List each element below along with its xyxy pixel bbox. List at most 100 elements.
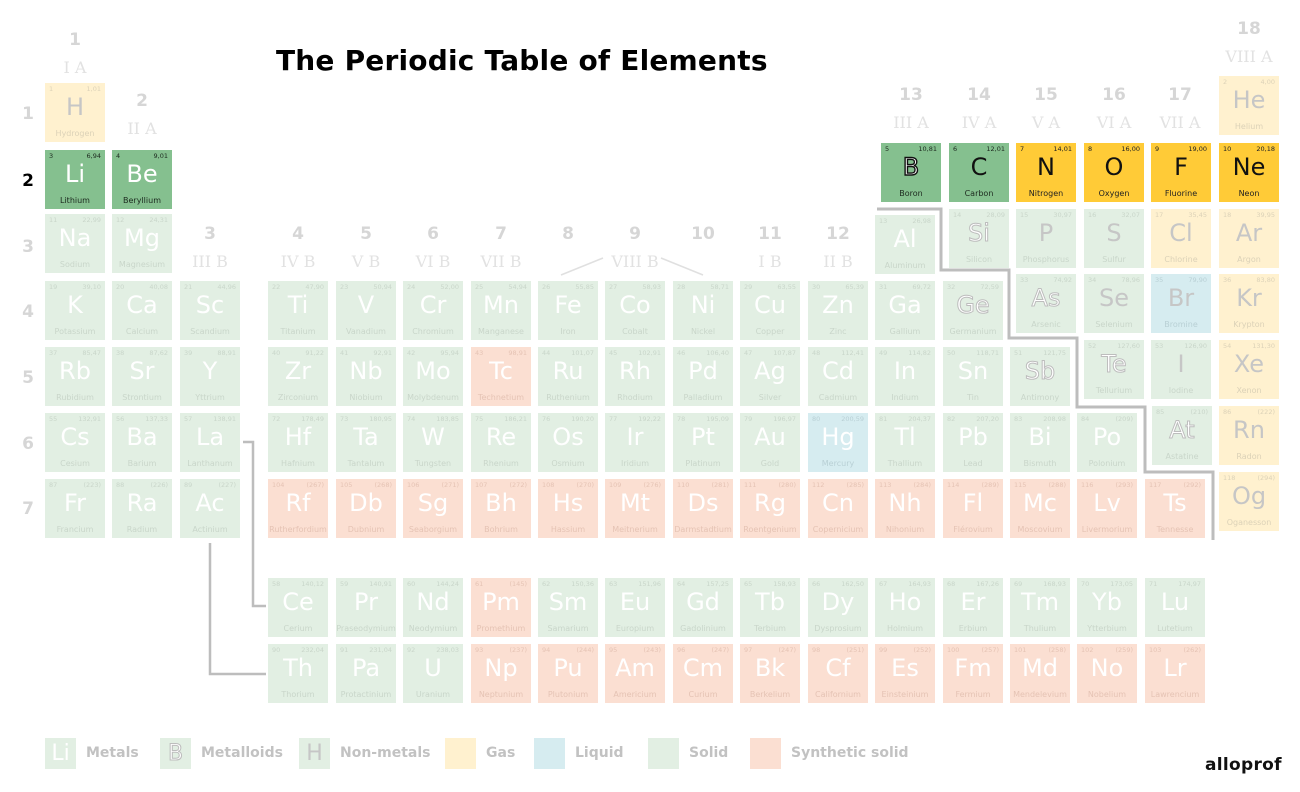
element-lithium[interactable]: 3 6,94 Li Lithium [45,150,105,209]
element-iridium[interactable]: 77 192,22 Ir Iridium [605,413,665,472]
element-magnesium[interactable]: 12 24,31 Mg Magnesium [112,214,172,273]
element-beryllium[interactable]: 4 9,01 Be Beryllium [112,150,172,209]
element-niobium[interactable]: 41 92,91 Nb Niobium [336,347,396,406]
element-phosphorus[interactable]: 15 30,97 P Phosphorus [1016,209,1076,268]
element-chlorine[interactable]: 17 35,45 Cl Chlorine [1151,209,1211,268]
element-osmium[interactable]: 76 190,20 Os Osmium [538,413,598,472]
element-platinum[interactable]: 78 195,09 Pt Platinum [673,413,733,472]
element-roentgenium[interactable]: 111 (280) Rg Roentgenium [740,479,800,538]
element-samarium[interactable]: 62 150,36 Sm Samarium [538,578,598,637]
element-technetium[interactable]: 43 98,91 Tc Technetium [471,347,531,406]
element-oxygen[interactable]: 8 16,00 O Oxygen [1084,143,1144,202]
element-thallium[interactable]: 81 204,37 Tl Thallium [875,413,935,472]
element-nitrogen[interactable]: 7 14,01 N Nitrogen [1016,143,1076,202]
element-erbium[interactable]: 68 167,26 Er Erbium [943,578,1003,637]
element-fermium[interactable]: 100 (257) Fm Fermium [943,644,1003,703]
element-gadolinium[interactable]: 64 157,25 Gd Gadolinium [673,578,733,637]
element-thulium[interactable]: 69 168,93 Tm Thulium [1010,578,1070,637]
element-antimony[interactable]: 51 121,75 Sb Antimony [1010,347,1070,406]
element-potassium[interactable]: 19 39,10 K Potassium [45,281,105,340]
element-darmstadtium[interactable]: 110 (281) Ds Darmstadtium [673,479,733,538]
element-ruthenium[interactable]: 44 101,07 Ru Ruthenium [538,347,598,406]
element-gold[interactable]: 79 196,97 Au Gold [740,413,800,472]
element-gallium[interactable]: 31 69,72 Ga Gallium [875,281,935,340]
element-neodymium[interactable]: 60 144,24 Nd Neodymium [403,578,463,637]
element-tennesse[interactable]: 117 (292) Ts Tennesse [1145,479,1205,538]
element-californium[interactable]: 98 (251) Cf Californium [808,644,868,703]
element-lawrencium[interactable]: 103 (262) Lr Lawrencium [1145,644,1205,703]
element-curium[interactable]: 96 (247) Cm Curium [673,644,733,703]
element-boron[interactable]: 5 10,81 B Boron [881,143,941,202]
element-seaborgium[interactable]: 106 (271) Sg Seaborgium [403,479,463,538]
element-rhenium[interactable]: 75 186,21 Re Rhenium [471,413,531,472]
element-oganesson[interactable]: 118 (294) Og Oganesson [1219,472,1279,531]
element-einsteinium[interactable]: 99 (252) Es Einsteinium [875,644,935,703]
element-europium[interactable]: 63 151,96 Eu Europium [605,578,665,637]
element-copernicium[interactable]: 112 (285) Cn Copernicium [808,479,868,538]
element-arsenic[interactable]: 33 74,92 As Arsenic [1016,274,1076,333]
element-polonium[interactable]: 84 (209) Po Polonium [1077,413,1137,472]
element-molybdenum[interactable]: 42 95,94 Mo Molybdenum [403,347,463,406]
element-hafnium[interactable]: 72 178,49 Hf Hafnium [268,413,328,472]
element-indium[interactable]: 49 114,82 In Indium [875,347,935,406]
element-yttrium[interactable]: 39 88,91 Y Yttrium [180,347,240,406]
element-sulfur[interactable]: 16 32,07 S Sulfur [1084,209,1144,268]
element-fluorine[interactable]: 9 19,00 F Fluorine [1151,143,1211,202]
element-aluminum[interactable]: 13 26,98 Al Aluminum [875,215,935,274]
element-nickel[interactable]: 28 58,71 Ni Nickel [673,281,733,340]
element-lanthanum[interactable]: 57 138,91 La Lanthanum [180,413,240,472]
element-promethium[interactable]: 61 (145) Pm Promethium [471,578,531,637]
element-cadmium[interactable]: 48 112,41 Cd Cadmium [808,347,868,406]
element-vanadium[interactable]: 23 50,94 V Vanadium [336,281,396,340]
element-palladium[interactable]: 46 106,40 Pd Palladium [673,347,733,406]
element-dysprosium[interactable]: 66 162,50 Dy Dysprosium [808,578,868,637]
element-hydrogen[interactable]: 1 1,01 H Hydrogen [45,83,105,142]
element-radon[interactable]: 86 (222) Rn Radon [1219,406,1279,465]
element-neptunium[interactable]: 93 (237) Np Neptunium [471,644,531,703]
element-rhodium[interactable]: 45 102,91 Rh Rhodium [605,347,665,406]
element-cobalt[interactable]: 27 58,93 Co Cobalt [605,281,665,340]
element-carbon[interactable]: 6 12,01 C Carbon [949,143,1009,202]
element-praseodymium[interactable]: 59 140,91 Pr Praseodymium [336,578,396,637]
element-francium[interactable]: 87 (223) Fr Francium [45,479,105,538]
element-bromine[interactable]: 35 79,90 Br Bromine [1151,274,1211,333]
element-zirconium[interactable]: 40 91,22 Zr Zirconium [268,347,328,406]
element-neon[interactable]: 10 20,18 Ne Neon [1219,143,1279,202]
element-silicon[interactable]: 14 28,09 Si Silicon [949,209,1009,268]
element-moscovium[interactable]: 115 (288) Mc Moscovium [1010,479,1070,538]
element-krypton[interactable]: 36 83,80 Kr Krypton [1219,274,1279,333]
element-nobelium[interactable]: 102 (259) No Nobelium [1077,644,1137,703]
element-livermorium[interactable]: 116 (293) Lv Livermorium [1077,479,1137,538]
element-bismuth[interactable]: 83 208,98 Bi Bismuth [1010,413,1070,472]
element-lutetium[interactable]: 71 174,97 Lu Lutetium [1145,578,1205,637]
element-copper[interactable]: 29 63,55 Cu Copper [740,281,800,340]
element-actinium[interactable]: 89 (227) Ac Actinium [180,479,240,538]
element-manganese[interactable]: 25 54,94 Mn Manganese [471,281,531,340]
element-nihonium[interactable]: 113 (284) Nh Nihonium [875,479,935,538]
element-ytterbium[interactable]: 70 173,05 Yb Ytterbium [1077,578,1137,637]
element-radium[interactable]: 88 (226) Ra Radium [112,479,172,538]
element-cerium[interactable]: 58 140,12 Ce Cerium [268,578,328,637]
element-hassium[interactable]: 108 (270) Hs Hassium [538,479,598,538]
element-lead[interactable]: 82 207,20 Pb Lead [943,413,1003,472]
element-cesium[interactable]: 55 132,91 Cs Cesium [45,413,105,472]
element-xenon[interactable]: 54 131,30 Xe Xenon [1219,340,1279,399]
element-tellurium[interactable]: 52 127,60 Te Tellurium [1084,340,1144,399]
element-plutonium[interactable]: 94 (244) Pu Plutonium [538,644,598,703]
element-dubnium[interactable]: 105 (268) Db Dubnium [336,479,396,538]
element-germanium[interactable]: 32 72,59 Ge Germanium [943,281,1003,340]
element-zinc[interactable]: 30 65,39 Zn Zinc [808,281,868,340]
element-americium[interactable]: 95 (243) Am Americium [605,644,665,703]
element-sodium[interactable]: 11 22,99 Na Sodium [45,214,105,273]
element-titanium[interactable]: 22 47,90 Ti Titanium [268,281,328,340]
element-terbium[interactable]: 65 158,93 Tb Terbium [740,578,800,637]
element-flérovium[interactable]: 114 (289) Fl Flérovium [943,479,1003,538]
element-tin[interactable]: 50 118,71 Sn Tin [943,347,1003,406]
element-helium[interactable]: 2 4,00 He Helium [1219,76,1279,135]
element-iron[interactable]: 26 55,85 Fe Iron [538,281,598,340]
element-iodine[interactable]: 53 126,90 I Iodine [1151,340,1211,399]
element-bohrium[interactable]: 107 (272) Bh Bohrium [471,479,531,538]
element-uranium[interactable]: 92 238,03 U Uranium [403,644,463,703]
element-mendelevium[interactable]: 101 (258) Md Mendelevium [1010,644,1070,703]
element-protactinium[interactable]: 91 231,04 Pa Protactinium [336,644,396,703]
